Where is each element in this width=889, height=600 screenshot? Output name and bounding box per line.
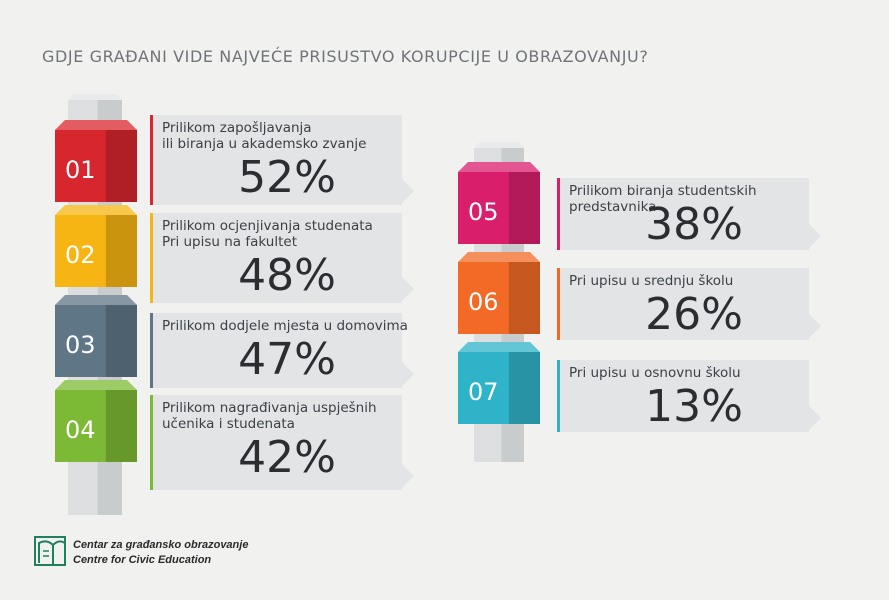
panel-percent: 13% [645,381,743,432]
cube-06: 06 [458,252,540,334]
page-title: GDJE GRAĐANI VIDE NAJVEĆE PRISUSTVO KORU… [42,47,649,66]
cube-top-face [458,162,540,172]
cube-side-face [105,215,137,287]
cube-number: 07 [468,378,499,406]
panel-shape [150,213,414,303]
panel-label: Prilikom nagrađivanja uspješnih učenika … [162,400,377,432]
pillar-top-2 [474,142,524,148]
panel-label: Prilikom dodjele mjesta u domovima [162,318,408,334]
cube-03: 03 [55,295,137,377]
logo-line-2: Centre for Civic Education [73,554,212,566]
cube-04: 04 [55,380,137,462]
cube-top-face [55,120,137,130]
panel-percent: 42% [238,432,336,483]
cube-top-face [458,252,540,262]
panel-bg-05 [557,178,821,250]
panel-shape [557,268,821,340]
panel-label: Prilikom zapošljavanja ili biranja u aka… [162,120,367,152]
panel-percent: 52% [238,152,336,203]
panel-label: Pri upisu u srednju školu [569,273,734,289]
cube-05: 05 [458,162,540,244]
pillar-top-1 [68,94,122,100]
panel-accent [150,313,153,388]
panel-label: Pri upisu u osnovnu školu [569,365,741,381]
cube-side-face [508,172,540,244]
panel-bg-02 [150,213,414,303]
cube-number: 03 [65,331,96,359]
panels-background [150,115,821,490]
panel-accent [557,178,560,250]
panel-accent [150,115,153,205]
cube-side-face [105,305,137,377]
panel-percent: 47% [238,334,336,385]
panel-shape [557,178,821,250]
panel-accent [150,213,153,303]
cube-07: 07 [458,342,540,424]
cube-number: 05 [468,198,499,226]
cube-number: 04 [65,416,96,444]
cube-number: 01 [65,156,96,184]
cube-side-face [508,352,540,424]
panel-shape [150,313,414,388]
cube-side-face [105,390,137,462]
panel-percent: 26% [645,289,743,340]
cube-top-face [55,380,137,390]
panel-shape [150,115,414,205]
cube-top-face [55,295,137,305]
panel-accent [557,268,560,340]
panel-shape [557,360,821,432]
panel-label: Prilikom ocjenjivanja studenata Pri upis… [162,218,373,250]
cube-side-face [105,130,137,202]
cube-number: 06 [468,288,499,316]
cube-top-face [458,342,540,352]
panel-shape [150,395,414,490]
panel-bg-04 [150,395,414,490]
cubes: 01 02 03 04 05 06 07 [55,120,540,462]
panel-label: Prilikom biranja studentskih predstavnik… [569,183,757,215]
panel-percent: 38% [645,199,743,250]
civic-education-logo-icon [33,533,71,576]
panel-percent: 48% [238,250,336,301]
panel-bg-06 [557,268,821,340]
cube-number: 02 [65,241,96,269]
logo-text: Centar za građansko obrazovanje Centre f… [73,538,248,568]
panel-accent [557,360,560,432]
panel-bg-01 [150,115,414,205]
cube-01: 01 [55,120,137,202]
panel-bg-07 [557,360,821,432]
panel-bg-03 [150,313,414,388]
cube-top-face [55,205,137,215]
cube-02: 02 [55,205,137,287]
logo-line-1: Centar za građansko obrazovanje [73,539,249,551]
panel-accent [150,395,153,490]
cube-side-face [508,262,540,334]
